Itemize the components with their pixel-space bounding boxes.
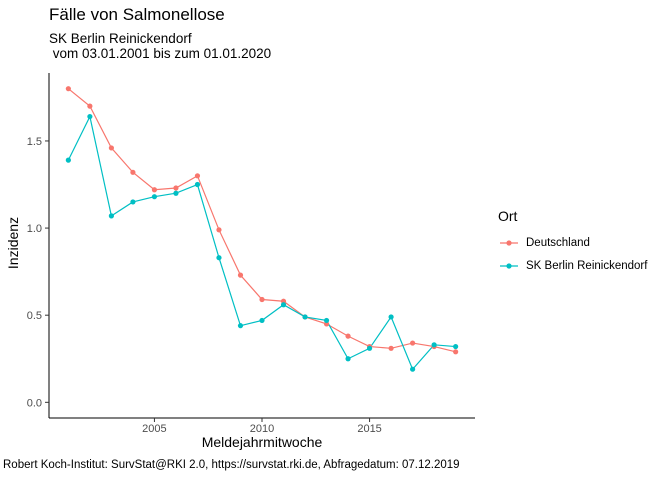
- data-point-0-2005: [151, 187, 158, 193]
- data-point-0-2014: [345, 333, 351, 339]
- legend-key-reinickendorf: [500, 263, 518, 269]
- series-line-1: [67, 114, 456, 371]
- data-point-1-2003: [108, 213, 114, 219]
- y-axis-title: Inzidenz: [5, 217, 21, 269]
- data-point-1-2019: [453, 343, 459, 350]
- chart-subtitle: SK Berlin Reinickendorf vom 03.01.2001 b…: [49, 31, 272, 61]
- series-lines: [67, 88, 456, 371]
- data-point-0-2002: [87, 103, 93, 109]
- data-point-1-2007: [194, 181, 201, 188]
- data-point-1-2008: [216, 255, 222, 261]
- data-point-1-2005: [151, 194, 158, 200]
- data-point-1-2002: [87, 113, 93, 120]
- series-line-0: [67, 88, 456, 353]
- chart-caption: Robert Koch-Institut: SurvStat@RKI 2.0, …: [3, 459, 460, 471]
- data-point-1-2014: [345, 356, 351, 362]
- x-tick-label: 2010: [250, 423, 274, 435]
- data-point-1-2010: [259, 317, 265, 324]
- legend-item-reinickendorf: SK Berlin Reinickendorf: [498, 257, 647, 275]
- y-tick-label: 1.5: [27, 136, 42, 148]
- data-point-0-2008: [216, 227, 222, 233]
- legend-label-reinickendorf: SK Berlin Reinickendorf: [526, 260, 648, 272]
- data-point-0-2016: [388, 345, 394, 351]
- data-point-1-2018: [431, 342, 437, 348]
- y-tick-label: 1.0: [27, 223, 42, 235]
- y-tick-label: 0.5: [27, 310, 42, 322]
- legend-title: Ort: [498, 208, 518, 224]
- data-point-0-2003: [108, 145, 114, 151]
- legend-label-deutschland: Deutschland: [526, 237, 590, 249]
- data-point-1-2004: [130, 199, 136, 205]
- data-point-0-2004: [130, 169, 136, 175]
- data-point-1-2011: [280, 302, 287, 308]
- data-point-1-2006: [173, 190, 179, 196]
- data-point-1-2001: [65, 157, 71, 163]
- x-tick-label: 2005: [142, 423, 166, 435]
- x-tick-label: 2015: [357, 423, 381, 435]
- data-point-1-2016: [388, 314, 394, 320]
- x-axis-title: Meldejahrmitwoche: [202, 434, 323, 450]
- data-point-0-2010: [259, 296, 265, 303]
- data-point-1-2012: [302, 314, 308, 320]
- data-point-0-2001: [65, 86, 71, 92]
- data-point-0-2006: [173, 185, 179, 191]
- data-point-1-2009: [237, 323, 244, 329]
- legend-item-deutschland: Deutschland: [498, 234, 590, 252]
- chart-title: Fälle von Salmonellose: [49, 5, 225, 24]
- data-point-0-2009: [237, 272, 244, 278]
- series-points: [65, 86, 459, 372]
- data-point-1-2015: [366, 345, 373, 351]
- data-point-1-2017: [410, 366, 416, 372]
- data-point-0-2007: [194, 173, 201, 179]
- y-tick-label: 0.0: [27, 397, 42, 409]
- data-point-0-2017: [410, 340, 416, 346]
- axes: 2005 2010 2015 0.0 0.5 1.0 1.5: [27, 73, 475, 435]
- data-point-1-2013: [323, 317, 330, 324]
- legend-key-deutschland: [500, 240, 518, 246]
- data-point-0-2019: [453, 349, 459, 355]
